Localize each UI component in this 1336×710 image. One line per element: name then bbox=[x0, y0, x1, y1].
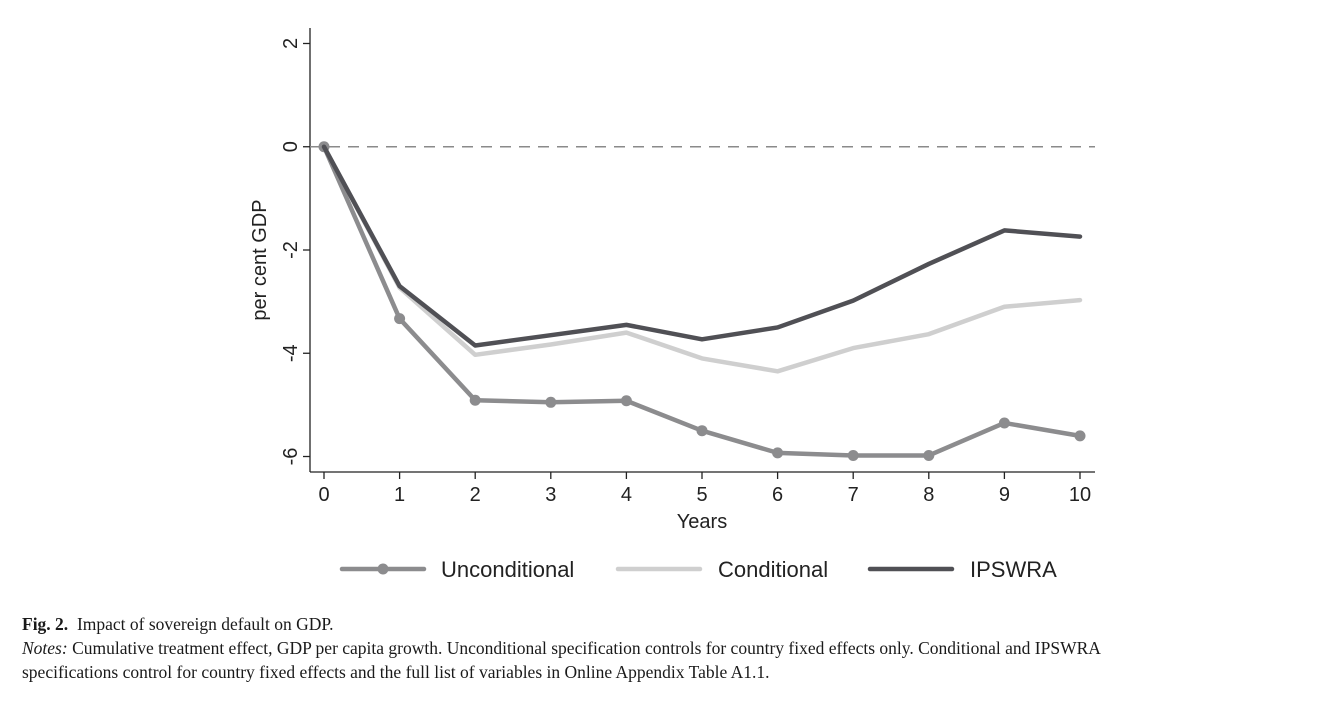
caption-notes-line-2: specifications control for country fixed… bbox=[22, 660, 1318, 684]
x-tick-label: 10 bbox=[1069, 484, 1091, 506]
series-conditional bbox=[321, 144, 1083, 374]
caption-title-line: Fig. 2. Impact of sovereign default on G… bbox=[22, 612, 1318, 636]
series-line-unconditional bbox=[321, 144, 1083, 458]
x-tick-label: 9 bbox=[999, 484, 1010, 506]
x-tick-label: 4 bbox=[621, 484, 632, 506]
notes-text-2: specifications control for country fixed… bbox=[22, 662, 770, 682]
figure-label: Fig. 2. bbox=[22, 614, 69, 634]
y-tick-label: 0 bbox=[280, 141, 302, 152]
data-point-unconditional bbox=[847, 449, 859, 461]
caption-notes-line-1: Notes: Cumulative treatment effect, GDP … bbox=[22, 636, 1318, 660]
chart: 2 0 -2 -4 -6 0 1 2 3 4 5 6 7 8 9 10 Years per cent GDP Un… bbox=[249, 28, 1095, 582]
data-point-unconditional bbox=[998, 417, 1010, 429]
legend-marker-unconditional bbox=[377, 563, 389, 575]
data-point-unconditional bbox=[1074, 430, 1086, 442]
data-point-unconditional bbox=[545, 396, 557, 408]
notes-text-1: Cumulative treatment effect, GDP per cap… bbox=[72, 638, 1101, 658]
legend: Unconditional Conditional IPSWRA bbox=[339, 557, 1057, 582]
notes-label: Notes: bbox=[22, 638, 68, 658]
data-point-unconditional bbox=[772, 447, 784, 459]
x-tick-label: 6 bbox=[772, 484, 783, 506]
data-point-unconditional bbox=[923, 449, 935, 461]
legend-label-conditional: Conditional bbox=[718, 557, 828, 582]
x-tick-label: 8 bbox=[923, 484, 934, 506]
series-unconditional bbox=[318, 141, 1086, 461]
legend-item-conditional: Conditional bbox=[615, 557, 828, 582]
legend-label-ipswra: IPSWRA bbox=[970, 557, 1057, 582]
data-point-unconditional bbox=[469, 394, 481, 406]
legend-item-unconditional: Unconditional bbox=[339, 557, 574, 582]
legend-item-ipswra: IPSWRA bbox=[867, 557, 1057, 582]
axes: 2 0 -2 -4 -6 0 1 2 3 4 5 6 7 8 9 10 Years per cent GDP bbox=[249, 28, 1095, 533]
y-tick-label: -2 bbox=[280, 241, 302, 259]
x-tick-label: 7 bbox=[848, 484, 859, 506]
series-line-conditional bbox=[321, 144, 1083, 374]
series-line-ipswra bbox=[321, 144, 1083, 348]
data-point-unconditional bbox=[394, 313, 406, 325]
figure-title: Impact of sovereign default on GDP. bbox=[76, 614, 334, 634]
legend-label-unconditional: Unconditional bbox=[441, 557, 574, 582]
x-tick-label: 0 bbox=[318, 484, 329, 506]
y-tick-label: -6 bbox=[280, 448, 302, 466]
x-tick-label: 2 bbox=[470, 484, 481, 506]
x-tick-label: 1 bbox=[394, 484, 405, 506]
series-ipswra bbox=[321, 144, 1083, 348]
y-axis-label: per cent GDP bbox=[249, 199, 271, 320]
x-tick-label: 5 bbox=[696, 484, 707, 506]
y-tick-label: 2 bbox=[280, 38, 302, 49]
data-point-unconditional bbox=[696, 425, 708, 437]
series-layer bbox=[318, 141, 1086, 461]
data-point-unconditional bbox=[620, 395, 632, 407]
x-tick-label: 3 bbox=[545, 484, 556, 506]
figure-caption: Fig. 2. Impact of sovereign default on G… bbox=[22, 612, 1318, 684]
x-axis-label: Years bbox=[677, 511, 727, 533]
y-tick-label: -4 bbox=[280, 344, 302, 362]
